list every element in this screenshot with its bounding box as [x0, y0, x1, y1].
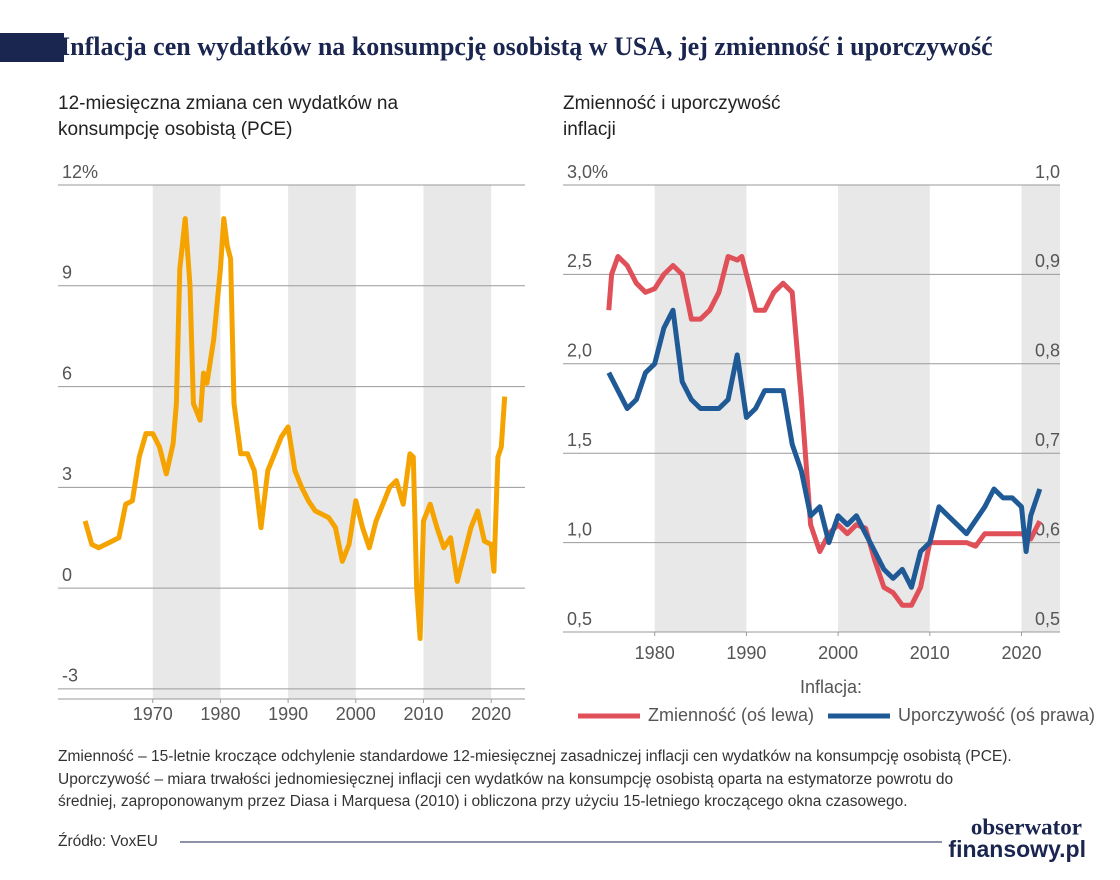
- series-line: [606, 307, 1043, 590]
- y-tick-label: 0,5: [567, 609, 592, 629]
- y2-tick-label: 0,7: [1035, 430, 1060, 450]
- x-tick-label: 2010: [910, 643, 950, 663]
- x-tick-label: 1980: [200, 704, 240, 724]
- y-tick-label: 3: [62, 464, 72, 484]
- legend-label: Uporczywość (oś prawa): [898, 705, 1095, 725]
- y-tick-label: 1,0: [567, 519, 592, 539]
- subtitle: Zmienność i uporczywość: [563, 93, 781, 114]
- shaded-span: [423, 185, 492, 699]
- y2-tick-label: 0,9: [1035, 251, 1060, 271]
- shaded-span: [288, 185, 356, 699]
- x-tick-label: 1990: [726, 643, 766, 663]
- y-tick-label: 12%: [62, 162, 98, 182]
- legend-label: Zmienność (oś lewa): [648, 705, 814, 725]
- subtitle: inflacji: [563, 119, 616, 140]
- title-block: [0, 33, 64, 62]
- y-tick-label: 6: [62, 363, 72, 383]
- subtitle: 12-miesięczna zmiana cen wydatków na: [58, 93, 398, 114]
- note: Uporczywość – miara trwałości jednomiesi…: [58, 771, 953, 788]
- brand: finansowy.pl: [948, 836, 1086, 862]
- series-line: [82, 216, 508, 641]
- y-tick-label: 0: [62, 565, 72, 585]
- x-tick-label: 2020: [1001, 643, 1041, 663]
- y2-tick-label: 0,6: [1035, 519, 1060, 539]
- note: Zmienność – 15-letnie kroczące odchyleni…: [58, 748, 1012, 765]
- x-tick-label: 1970: [133, 704, 173, 724]
- y-tick-label: 2,0: [567, 341, 592, 361]
- subtitle: konsumpcję osobistą (PCE): [58, 119, 292, 140]
- note: średniej, zaproponowanym przez Diasa i M…: [58, 793, 908, 810]
- x-tick-label: 2010: [403, 704, 443, 724]
- y-tick-label: 9: [62, 263, 72, 283]
- legend-title: Inflacja:: [800, 677, 862, 697]
- y-tick-label: 2,5: [567, 251, 592, 271]
- y-tick-label: 3,0%: [567, 162, 608, 182]
- x-tick-label: 1980: [635, 643, 675, 663]
- y2-tick-label: 1,0: [1035, 162, 1060, 182]
- brand: obserwator: [971, 814, 1082, 839]
- y2-tick-label: 0,8: [1035, 341, 1060, 361]
- x-tick-label: 2000: [818, 643, 858, 663]
- x-tick-label: 2020: [471, 704, 511, 724]
- x-tick-label: 1990: [268, 704, 308, 724]
- shaded-span: [1021, 185, 1060, 632]
- y2-tick-label: 0,5: [1035, 609, 1060, 629]
- y-tick-label: -3: [62, 666, 78, 686]
- source: Źródło: VoxEU: [58, 833, 158, 850]
- page-title: Inflacja cen wydatków na konsumpcję osob…: [60, 32, 993, 61]
- series-line: [606, 254, 1043, 608]
- x-tick-label: 2000: [336, 704, 376, 724]
- y-tick-label: 1,5: [567, 430, 592, 450]
- shaded-span: [838, 185, 930, 632]
